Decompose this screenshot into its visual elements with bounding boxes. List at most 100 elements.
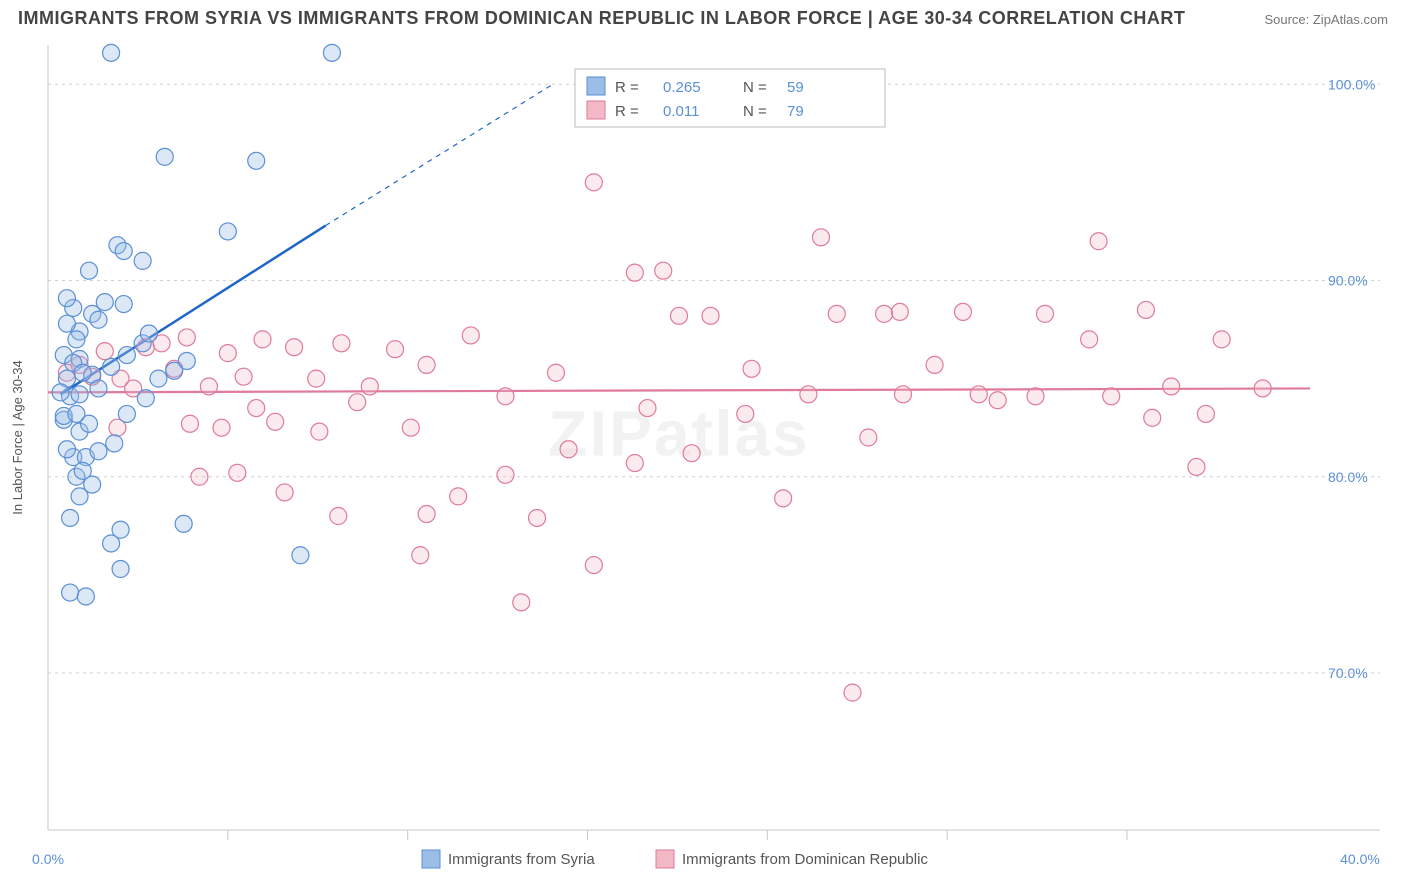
scatter-point-series-b [775, 490, 792, 507]
legend-swatch-a [422, 850, 440, 868]
scatter-point-series-a [81, 262, 98, 279]
y-tick-label: 70.0% [1328, 665, 1368, 681]
scatter-point-series-a [96, 294, 113, 311]
scatter-point-series-b [812, 229, 829, 246]
scatter-point-series-a [71, 386, 88, 403]
scatter-point-series-a [103, 44, 120, 61]
scatter-point-series-b [361, 378, 378, 395]
scatter-point-series-a [106, 435, 123, 452]
scatter-point-series-b [330, 508, 347, 525]
scatter-point-series-a [248, 152, 265, 169]
scatter-point-series-b [800, 386, 817, 403]
scatter-point-series-a [90, 443, 107, 460]
scatter-point-series-a [90, 311, 107, 328]
scatter-point-series-a [115, 243, 132, 260]
scatter-point-series-b [308, 370, 325, 387]
scatter-point-series-b [1036, 305, 1053, 322]
scatter-point-series-b [626, 455, 643, 472]
stats-n-value-a: 59 [787, 79, 804, 96]
scatter-point-series-a [74, 364, 91, 381]
scatter-point-series-b [213, 419, 230, 436]
scatter-point-series-b [1137, 301, 1154, 318]
scatter-point-series-b [462, 327, 479, 344]
scatter-point-series-b [639, 400, 656, 417]
scatter-point-series-a [62, 509, 79, 526]
scatter-point-series-b [702, 307, 719, 324]
scatter-point-series-b [954, 303, 971, 320]
scatter-point-series-b [1163, 378, 1180, 395]
x-tick-label-min: 0.0% [32, 851, 64, 867]
scatter-point-series-b [412, 547, 429, 564]
scatter-point-series-a [118, 405, 135, 422]
scatter-point-series-b [1103, 388, 1120, 405]
scatter-point-series-a [52, 384, 69, 401]
scatter-point-series-b [1188, 458, 1205, 475]
y-tick-label: 80.0% [1328, 469, 1368, 485]
scatter-point-series-b [497, 466, 514, 483]
scatter-point-series-b [1254, 380, 1271, 397]
scatter-point-series-a [62, 584, 79, 601]
scatter-point-series-b [200, 378, 217, 395]
scatter-point-series-b [418, 356, 435, 373]
scatter-point-series-b [585, 174, 602, 191]
trendline-series-a-dash [326, 84, 553, 225]
scatter-point-series-b [387, 341, 404, 358]
stats-n-label-b: N = [743, 103, 767, 120]
scatter-point-series-b [895, 386, 912, 403]
scatter-point-series-a [323, 44, 340, 61]
scatter-point-series-b [1081, 331, 1098, 348]
scatter-point-series-b [671, 307, 688, 324]
scatter-point-series-a [58, 315, 75, 332]
scatter-point-series-b [349, 394, 366, 411]
trendline-series-b [48, 388, 1310, 392]
watermark: ZIPatlas [548, 398, 809, 470]
scatter-point-series-a [58, 290, 75, 307]
scatter-point-series-a [90, 380, 107, 397]
scatter-point-series-a [156, 148, 173, 165]
legend-label-a: Immigrants from Syria [448, 851, 595, 868]
scatter-point-series-b [860, 429, 877, 446]
scatter-point-series-b [235, 368, 252, 385]
scatter-point-series-a [68, 331, 85, 348]
y-tick-label: 90.0% [1328, 273, 1368, 289]
scatter-point-series-b [333, 335, 350, 352]
scatter-point-series-a [118, 347, 135, 364]
stats-r-label-b: R = [615, 103, 639, 120]
scatter-point-series-a [178, 352, 195, 369]
scatter-point-series-b [891, 303, 908, 320]
stats-r-value-a: 0.265 [663, 79, 701, 96]
scatter-point-series-b [683, 445, 700, 462]
scatter-point-series-a [137, 390, 154, 407]
y-axis-label: In Labor Force | Age 30-34 [10, 360, 25, 514]
scatter-point-series-b [513, 594, 530, 611]
scatter-point-series-b [876, 305, 893, 322]
scatter-point-series-a [115, 296, 132, 313]
stats-r-label-a: R = [615, 79, 639, 96]
scatter-point-series-b [276, 484, 293, 501]
scatter-point-series-b [626, 264, 643, 281]
scatter-point-series-a [140, 325, 157, 342]
scatter-point-series-b [219, 345, 236, 362]
scatter-point-series-a [103, 535, 120, 552]
scatter-point-series-a [74, 462, 91, 479]
scatter-point-series-a [175, 515, 192, 532]
scatter-point-series-b [311, 423, 328, 440]
scatter-point-series-b [989, 392, 1006, 409]
scatter-point-series-b [547, 364, 564, 381]
scatter-point-series-b [585, 557, 602, 574]
scatter-point-series-b [229, 464, 246, 481]
scatter-point-series-b [178, 329, 195, 346]
scatter-point-series-b [1144, 409, 1161, 426]
scatter-point-series-b [560, 441, 577, 458]
scatter-point-series-b [926, 356, 943, 373]
scatter-point-series-a [68, 405, 85, 422]
scatter-point-series-b [1213, 331, 1230, 348]
stats-swatch-b [587, 101, 605, 119]
scatter-point-series-b [1027, 388, 1044, 405]
scatter-point-series-b [743, 360, 760, 377]
scatter-point-series-b [254, 331, 271, 348]
stats-n-label-a: N = [743, 79, 767, 96]
scatter-point-series-b [402, 419, 419, 436]
scatter-point-series-b [181, 415, 198, 432]
scatter-point-series-b [497, 388, 514, 405]
